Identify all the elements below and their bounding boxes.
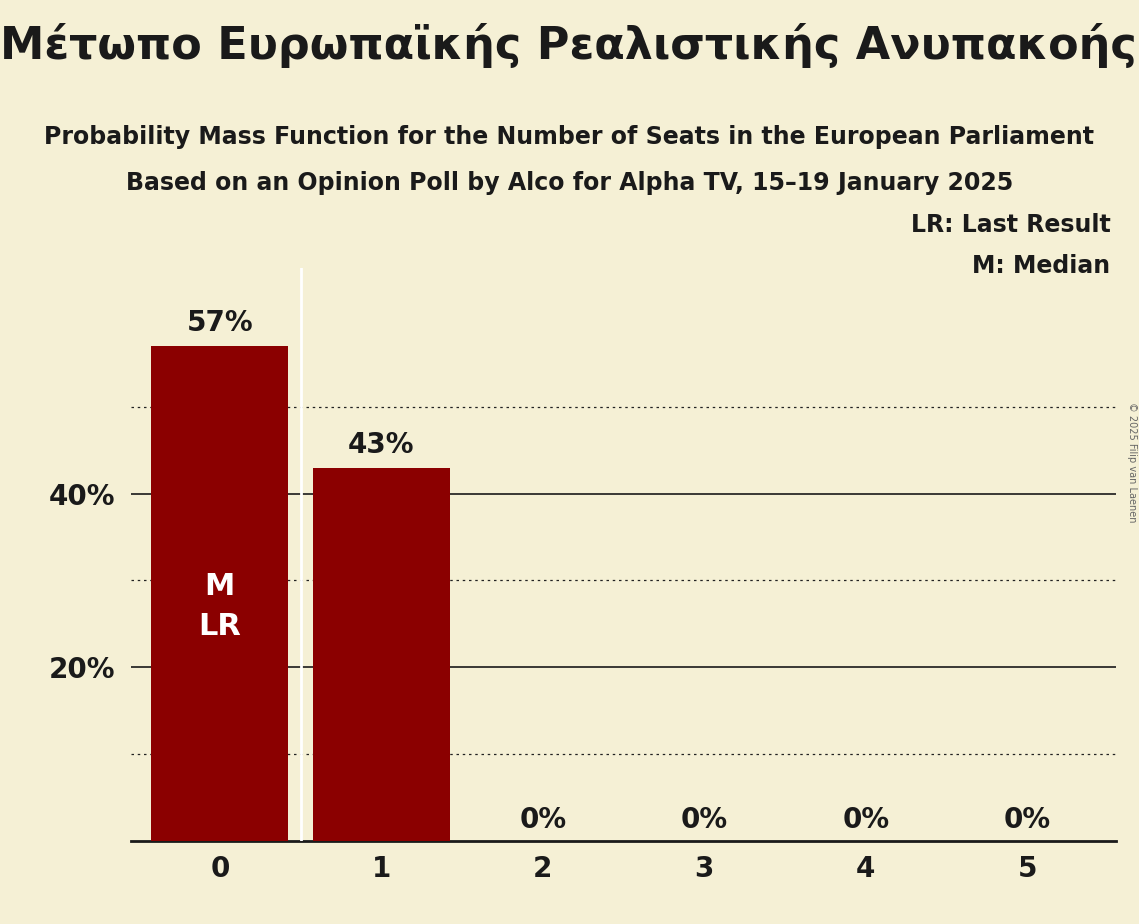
Text: Probability Mass Function for the Number of Seats in the European Parliament: Probability Mass Function for the Number… bbox=[44, 125, 1095, 149]
Text: 57%: 57% bbox=[187, 310, 253, 337]
Text: 0%: 0% bbox=[843, 806, 890, 833]
Text: M
LR: M LR bbox=[198, 572, 241, 641]
Text: Based on an Opinion Poll by Alco for Alpha TV, 15–19 January 2025: Based on an Opinion Poll by Alco for Alp… bbox=[126, 171, 1013, 195]
Text: © 2025 Filip van Laenen: © 2025 Filip van Laenen bbox=[1126, 402, 1137, 522]
Text: 0%: 0% bbox=[681, 806, 728, 833]
Text: LR: Last Result: LR: Last Result bbox=[911, 213, 1111, 237]
Text: Μέτωπο Ευρωπαϊκής Ρεαλιστικής Ανυπακοής (GUE/NG: Μέτωπο Ευρωπαϊκής Ρεαλιστικής Ανυπακοής … bbox=[0, 23, 1139, 68]
Bar bbox=[313, 468, 450, 841]
Text: 0%: 0% bbox=[1003, 806, 1051, 833]
Bar bbox=[151, 346, 288, 841]
Text: 0%: 0% bbox=[519, 806, 566, 833]
Text: M: Median: M: Median bbox=[973, 254, 1111, 278]
Text: 43%: 43% bbox=[349, 431, 415, 459]
